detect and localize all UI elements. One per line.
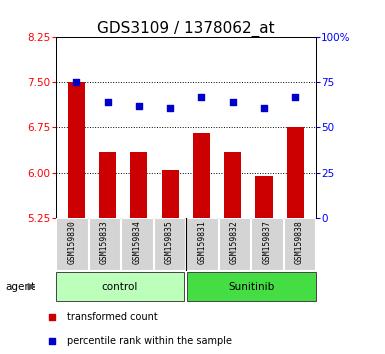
Text: Sunitinib: Sunitinib: [228, 282, 275, 292]
Point: [261, 105, 267, 110]
Bar: [193, 133, 210, 218]
Text: GSM159837: GSM159837: [263, 220, 271, 264]
Bar: [99, 152, 116, 218]
Bar: [224, 152, 241, 218]
FancyBboxPatch shape: [219, 218, 250, 270]
FancyBboxPatch shape: [251, 218, 283, 270]
FancyBboxPatch shape: [56, 273, 184, 301]
FancyBboxPatch shape: [186, 218, 218, 270]
Bar: [255, 176, 273, 218]
Point: [229, 99, 236, 105]
Point: [73, 80, 79, 85]
Title: GDS3109 / 1378062_at: GDS3109 / 1378062_at: [97, 21, 275, 37]
Point: [49, 314, 55, 320]
Text: GSM159831: GSM159831: [198, 220, 206, 264]
Point: [198, 94, 204, 99]
Text: agent: agent: [6, 282, 36, 292]
FancyBboxPatch shape: [154, 218, 186, 270]
Point: [136, 103, 142, 109]
FancyBboxPatch shape: [283, 218, 315, 270]
Text: GSM159832: GSM159832: [230, 220, 239, 264]
Bar: [162, 170, 179, 218]
Text: percentile rank within the sample: percentile rank within the sample: [67, 336, 232, 346]
Point: [292, 94, 298, 99]
Text: transformed count: transformed count: [67, 312, 158, 322]
Text: GSM159834: GSM159834: [132, 220, 142, 264]
Text: GSM159838: GSM159838: [295, 220, 304, 264]
Point: [167, 105, 173, 110]
Bar: [287, 127, 304, 218]
FancyBboxPatch shape: [89, 218, 121, 270]
Point: [104, 99, 110, 105]
Text: control: control: [102, 282, 138, 292]
FancyBboxPatch shape: [187, 273, 316, 301]
FancyBboxPatch shape: [121, 218, 153, 270]
Text: GSM159830: GSM159830: [67, 220, 77, 264]
FancyBboxPatch shape: [56, 218, 88, 270]
Bar: [68, 82, 85, 218]
Text: GSM159833: GSM159833: [100, 220, 109, 264]
Bar: [130, 152, 147, 218]
Text: GSM159835: GSM159835: [165, 220, 174, 264]
Point: [49, 338, 55, 344]
